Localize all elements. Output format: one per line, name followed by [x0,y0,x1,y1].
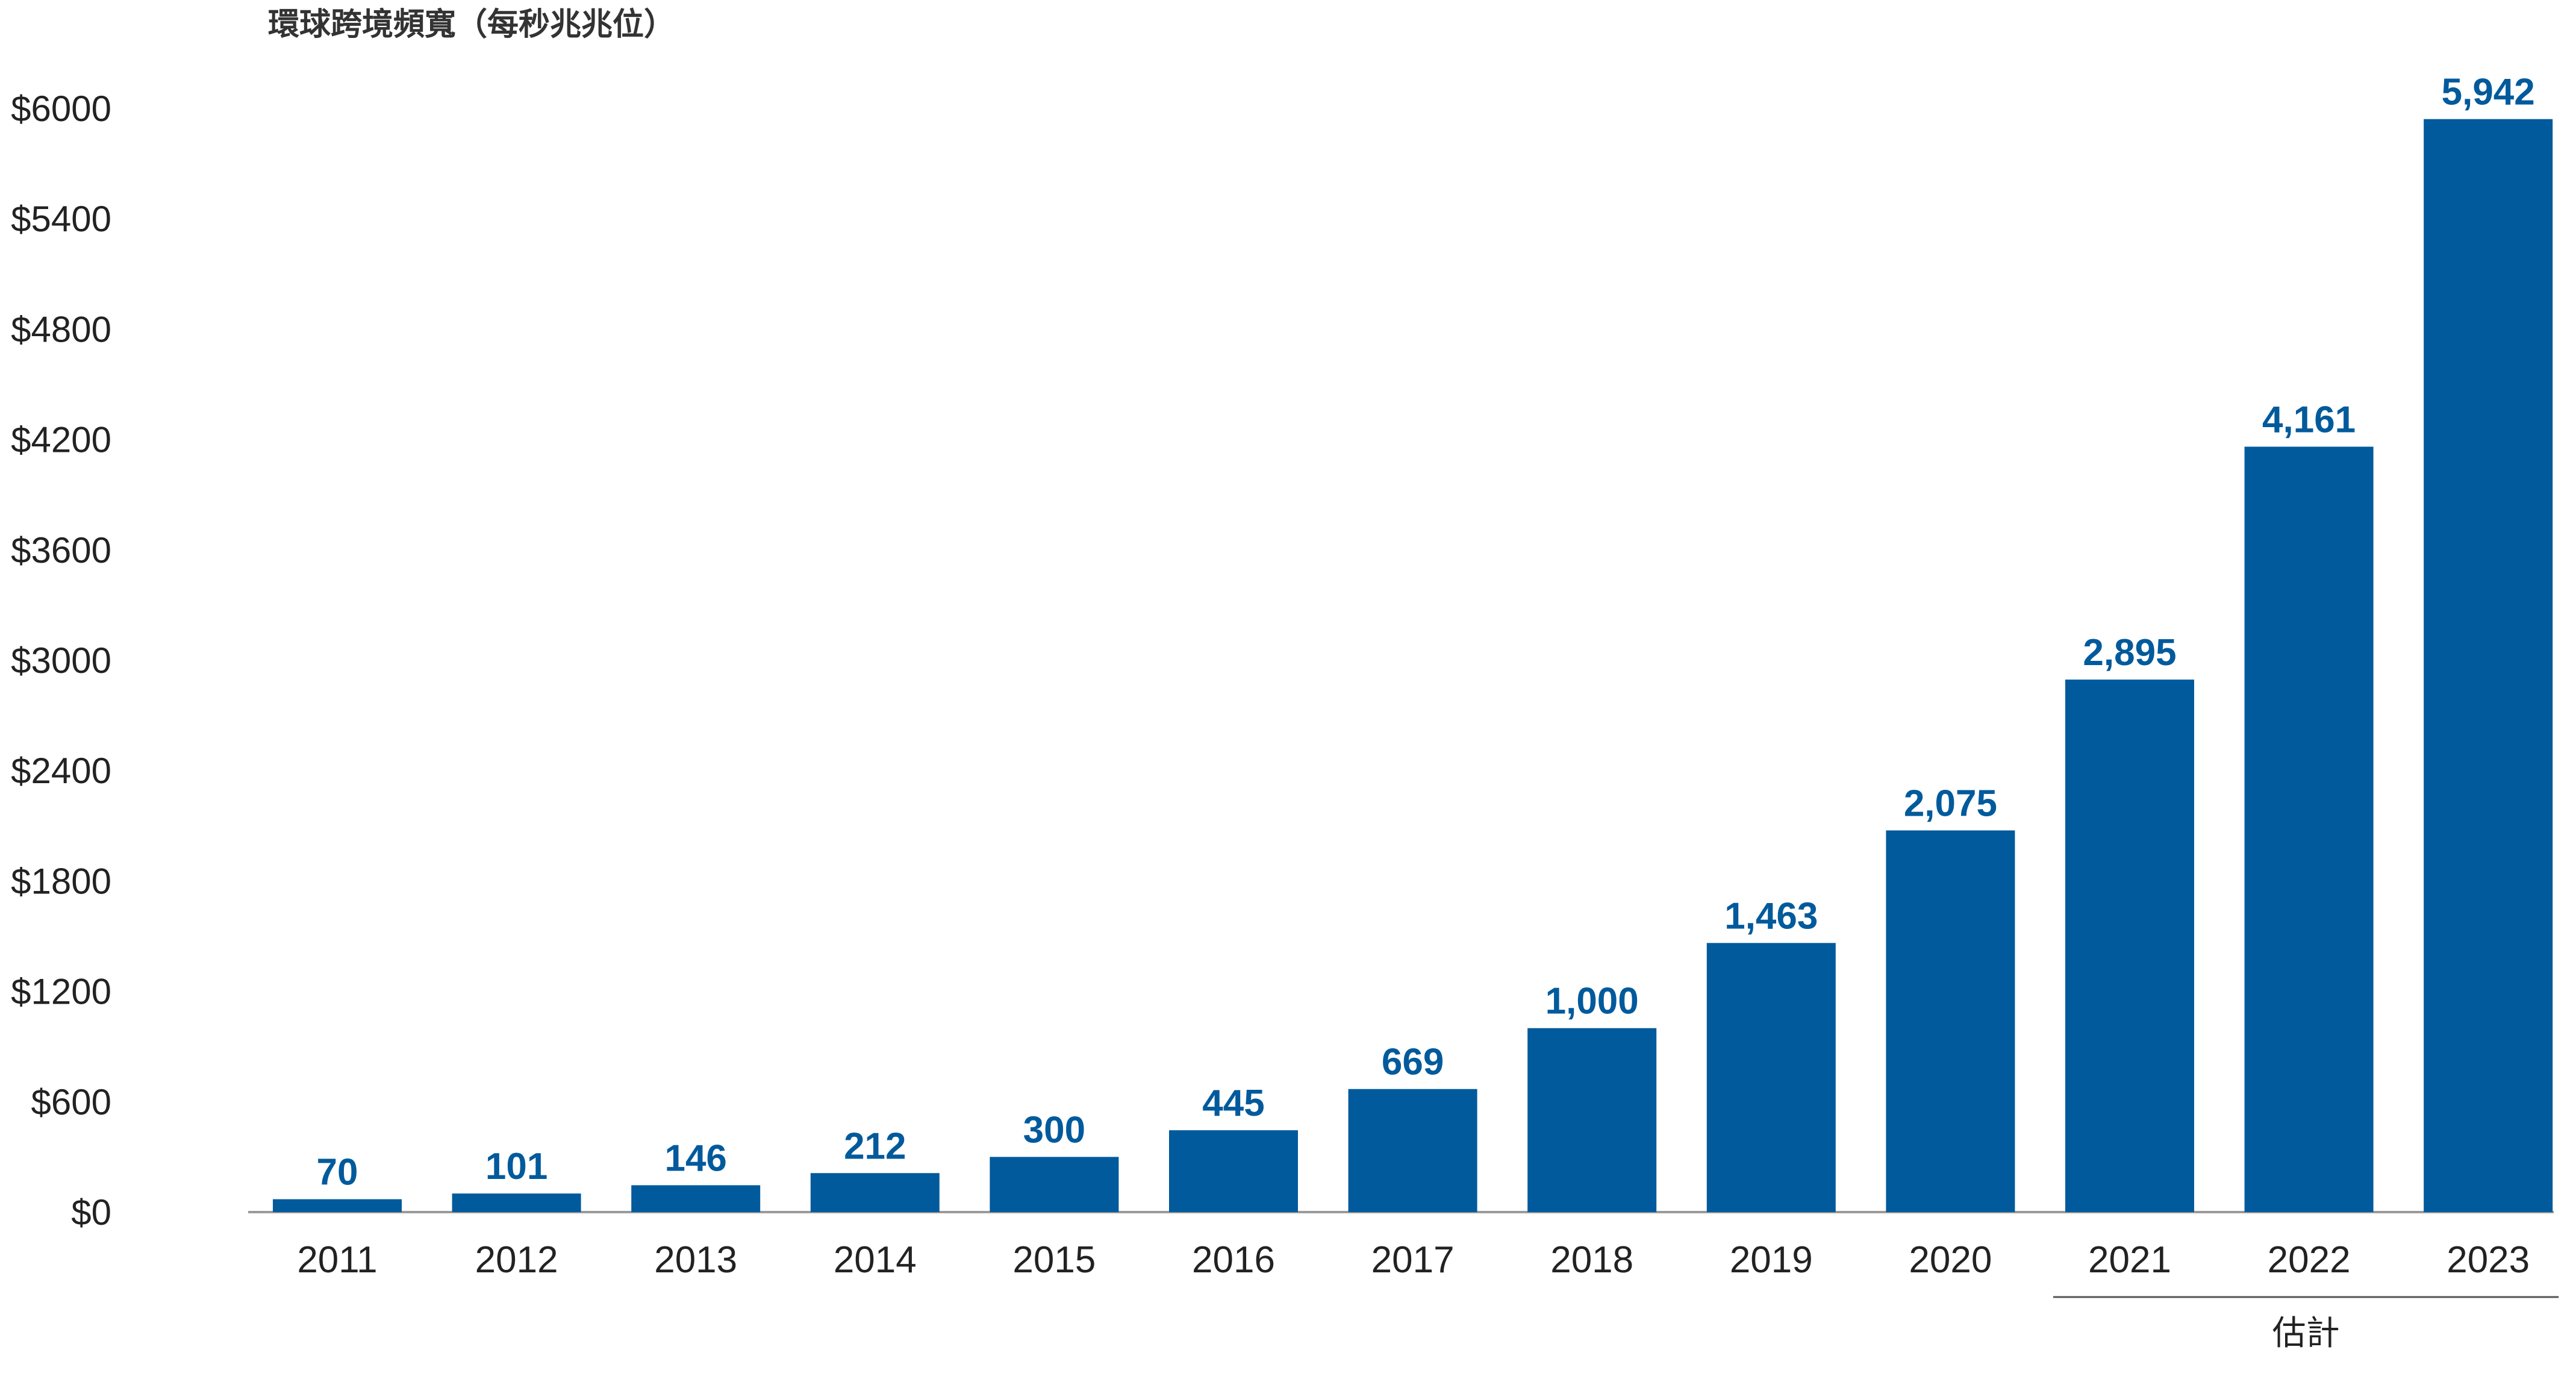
bar-2014 [810,1173,940,1212]
y-tick-label: $3600 [11,530,111,571]
x-tick-label-2018: 2018 [1550,1239,1633,1281]
value-label-2018: 1,000 [1545,981,1639,1022]
y-tick-label: $6000 [11,89,111,129]
chart-title: 環球跨境頻寬（每秒兆兆位） [268,7,675,43]
bar-2022 [2244,446,2374,1212]
estimate-label: 估計 [2272,1314,2340,1353]
y-tick-label: $3000 [11,640,111,681]
bar-2017 [1348,1089,1477,1212]
x-tick-label-2022: 2022 [2268,1239,2351,1281]
bar-2012 [452,1193,581,1212]
bar-2019 [1706,943,1836,1212]
x-tick-label-2011: 2011 [297,1239,377,1281]
bar-2021 [2065,680,2194,1212]
bars [273,119,2553,1212]
x-tick-label-2021: 2021 [2088,1239,2171,1281]
bar-2016 [1169,1130,1298,1212]
x-tick-label-2023: 2023 [2447,1239,2530,1281]
bar-2018 [1527,1028,1657,1212]
y-tick-label: $1200 [11,972,111,1012]
x-tick-label-2013: 2013 [654,1239,737,1281]
x-tick-label-2015: 2015 [1012,1239,1096,1281]
value-label-2014: 212 [844,1125,906,1167]
bar-2020 [1886,830,2015,1212]
bar-2013 [631,1185,761,1212]
x-tick-label-2020: 2020 [1909,1239,1992,1281]
value-labels: 70 101 146 212 300 445 669 1,000 1,463 2,075 2,895… [317,72,2535,1193]
bar-2023 [2424,119,2553,1212]
bar-2015 [990,1157,1119,1212]
value-label-2012: 101 [485,1146,547,1187]
value-label-2019: 1,463 [1724,895,1818,937]
bar-2011 [273,1199,402,1212]
y-tick-label: $5400 [11,199,111,239]
x-tick-label-2017: 2017 [1371,1239,1455,1281]
value-label-2021: 2,895 [2083,632,2176,674]
value-label-2015: 300 [1023,1109,1085,1151]
x-tick-label-2012: 2012 [475,1239,558,1281]
y-tick-label: $2400 [11,751,111,791]
x-tick-label-2014: 2014 [834,1239,917,1281]
x-tick-label-2016: 2016 [1192,1239,1275,1281]
value-label-2017: 669 [1382,1042,1444,1083]
x-tick-label-2019: 2019 [1730,1239,1813,1281]
value-label-2013: 146 [664,1137,726,1179]
value-label-2020: 2,075 [1904,783,1997,824]
value-label-2022: 4,161 [2262,399,2356,441]
y-tick-label: $4200 [11,420,111,460]
value-label-2011: 70 [317,1152,358,1193]
y-tick-label: $4800 [11,309,111,349]
y-tick-label: $600 [31,1082,111,1122]
value-label-2023: 5,942 [2442,72,2535,113]
x-axis-labels: 2011 2012 2013 2014 2015 2016 2017 2018 2019 2020… [297,1239,2530,1281]
y-tick-label: $0 [71,1192,111,1233]
y-axis-labels: $0 $600 $1200 $1800 $2400 $3000 $3600 $4200 $480… [11,89,111,1233]
y-tick-label: $1800 [11,861,111,901]
value-label-2016: 445 [1202,1083,1264,1124]
